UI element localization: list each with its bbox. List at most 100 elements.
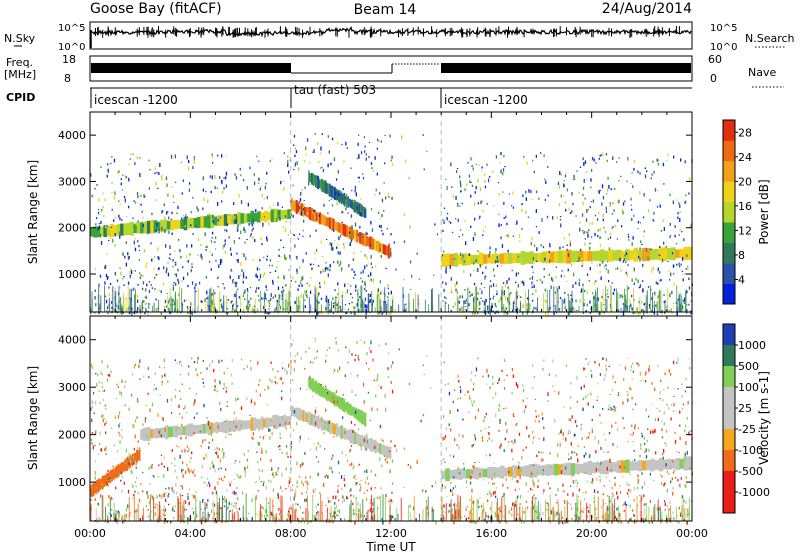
data-cell xyxy=(168,503,170,506)
data-cell xyxy=(348,349,350,354)
data-cell xyxy=(459,175,461,179)
data-cell xyxy=(587,251,593,262)
data-cell xyxy=(562,432,564,437)
data-cell xyxy=(98,478,100,493)
data-cell xyxy=(186,445,188,448)
data-cell xyxy=(490,285,492,288)
data-cell xyxy=(296,422,298,426)
data-cell xyxy=(514,500,517,503)
data-cell xyxy=(633,514,635,516)
data-cell xyxy=(325,474,328,477)
data-cell xyxy=(377,288,380,293)
data-cell xyxy=(583,508,585,510)
data-cell xyxy=(278,210,280,215)
data-cell xyxy=(380,140,383,143)
data-cell xyxy=(219,458,221,463)
data-cell xyxy=(203,481,205,484)
data-cell xyxy=(469,291,471,294)
data-cell xyxy=(218,264,220,268)
data-cell xyxy=(335,296,337,312)
data-cell xyxy=(217,286,219,288)
data-cell xyxy=(359,226,361,229)
data-cell xyxy=(232,491,234,494)
data-cell xyxy=(154,288,156,291)
data-cell xyxy=(281,451,283,454)
data-cell xyxy=(93,412,95,415)
data-cell xyxy=(617,292,619,312)
data-cell xyxy=(688,303,690,306)
data-cell xyxy=(349,403,351,416)
data-cell xyxy=(366,489,368,492)
data-cell xyxy=(274,294,277,298)
data-cell xyxy=(408,177,410,179)
data-cell xyxy=(102,418,104,423)
data-cell xyxy=(118,231,121,235)
data-cell xyxy=(325,385,327,387)
data-cell xyxy=(187,521,189,525)
data-cell xyxy=(668,310,671,312)
data-cell xyxy=(456,281,458,285)
data-cell xyxy=(497,182,500,184)
data-cell xyxy=(116,312,119,314)
data-cell xyxy=(508,470,510,474)
data-cell xyxy=(353,406,355,418)
data-cell xyxy=(225,419,229,434)
data-cell xyxy=(99,274,102,278)
data-cell xyxy=(591,427,593,430)
data-cell xyxy=(384,134,386,136)
data-cell xyxy=(685,476,687,480)
data-cell xyxy=(272,204,275,206)
data-cell xyxy=(552,359,554,363)
data-cell xyxy=(344,430,346,435)
data-cell xyxy=(603,485,605,487)
data-cell xyxy=(526,506,529,510)
data-cell xyxy=(663,448,665,453)
data-cell xyxy=(340,475,343,479)
data-cell xyxy=(142,274,144,278)
data-cell xyxy=(305,480,307,483)
data-cell xyxy=(201,517,203,522)
data-cell xyxy=(224,520,227,523)
data-cell xyxy=(589,454,591,458)
data-cell xyxy=(277,497,279,499)
data-cell xyxy=(206,506,208,510)
data-cell xyxy=(616,288,618,312)
data-cell xyxy=(196,412,198,415)
data-cell xyxy=(626,180,628,183)
data-cell xyxy=(144,419,146,423)
data-cell xyxy=(99,479,101,490)
data-cell xyxy=(469,520,471,523)
data-cell xyxy=(445,297,447,300)
data-cell xyxy=(337,460,340,465)
data-cell xyxy=(120,271,122,276)
data-cell xyxy=(216,187,218,189)
data-cell xyxy=(513,300,515,302)
data-cell xyxy=(358,463,360,466)
data-cell xyxy=(611,282,613,284)
data-cell xyxy=(264,434,266,437)
data-cell xyxy=(180,219,184,229)
data-cell xyxy=(322,271,325,273)
data-cell xyxy=(132,424,134,428)
data-cell xyxy=(229,429,231,433)
data-cell xyxy=(284,228,287,232)
data-cell xyxy=(360,204,362,217)
data-cell xyxy=(609,480,611,482)
data-cell xyxy=(656,301,658,312)
data-cell xyxy=(97,503,100,505)
data-cell xyxy=(242,309,245,313)
data-cell xyxy=(371,228,374,232)
data-cell xyxy=(567,502,569,504)
data-cell xyxy=(333,436,335,438)
data-cell xyxy=(325,295,328,299)
data-cell xyxy=(671,477,673,481)
data-cell xyxy=(673,395,675,397)
data-cell xyxy=(617,495,619,500)
data-cell xyxy=(274,425,276,428)
data-cell xyxy=(242,278,244,281)
data-cell xyxy=(190,423,194,437)
data-cell xyxy=(157,187,159,190)
data-cell xyxy=(353,200,355,203)
data-cell xyxy=(155,229,157,232)
data-cell xyxy=(499,521,501,524)
